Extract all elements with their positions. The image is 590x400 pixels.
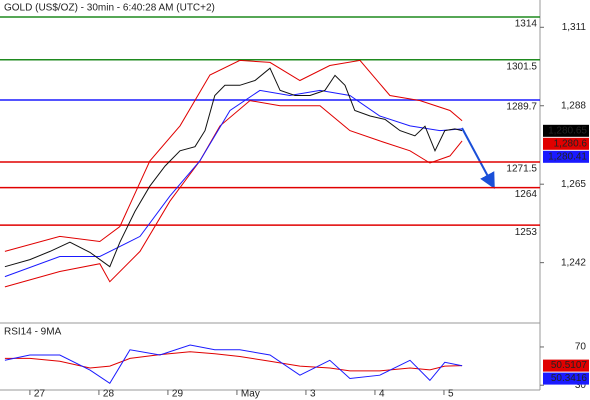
y-tick-label: 70	[575, 342, 587, 353]
price-box-label: 1,280.41	[548, 151, 587, 162]
series-line	[4, 351, 463, 372]
series-line	[4, 89, 463, 278]
x-tick-label: May	[241, 389, 260, 400]
rsi-value-label: 50.3416	[551, 373, 588, 384]
rsi-title: RSI14 - 9MA	[4, 327, 62, 338]
series-line	[4, 344, 463, 385]
y-tick-label: 1,288	[561, 100, 586, 111]
series-line	[4, 100, 463, 288]
level-label: 1264	[515, 189, 538, 200]
y-tick-label: 30	[575, 380, 587, 391]
x-tick-label: 3	[310, 389, 316, 400]
forecast-arrow	[461, 127, 495, 190]
level-label: 1301.5	[506, 61, 537, 72]
x-tick-label: 28	[103, 389, 115, 400]
y-tick-label: 1,265	[561, 179, 586, 190]
x-tick-label: 5	[448, 389, 454, 400]
x-tick-label: 29	[172, 389, 184, 400]
level-label: 1253	[515, 227, 538, 238]
price-box-label: 1,280.65	[548, 125, 587, 136]
chart-title: GOLD (US$/OZ) - 30min - 6:40:28 AM (UTC+…	[4, 3, 215, 14]
price-box	[543, 137, 589, 150]
x-tick-label: 4	[379, 389, 385, 400]
rsi-value-box	[543, 359, 589, 372]
rsi-value-box	[543, 372, 589, 385]
level-label: 1289.7	[506, 102, 537, 113]
x-tick-label: 27	[34, 389, 46, 400]
price-box	[543, 124, 589, 137]
price-box-label: 1,280.6	[554, 138, 588, 149]
y-tick-label: 1,242	[561, 257, 586, 268]
y-tick-label: 1,311	[562, 22, 587, 33]
price-box	[543, 150, 589, 163]
series-line	[4, 67, 463, 268]
level-label: 1271.5	[506, 164, 537, 175]
level-label: 1314	[515, 19, 538, 30]
series-line	[4, 59, 463, 252]
rsi-value-label: 50.5107	[551, 360, 588, 371]
